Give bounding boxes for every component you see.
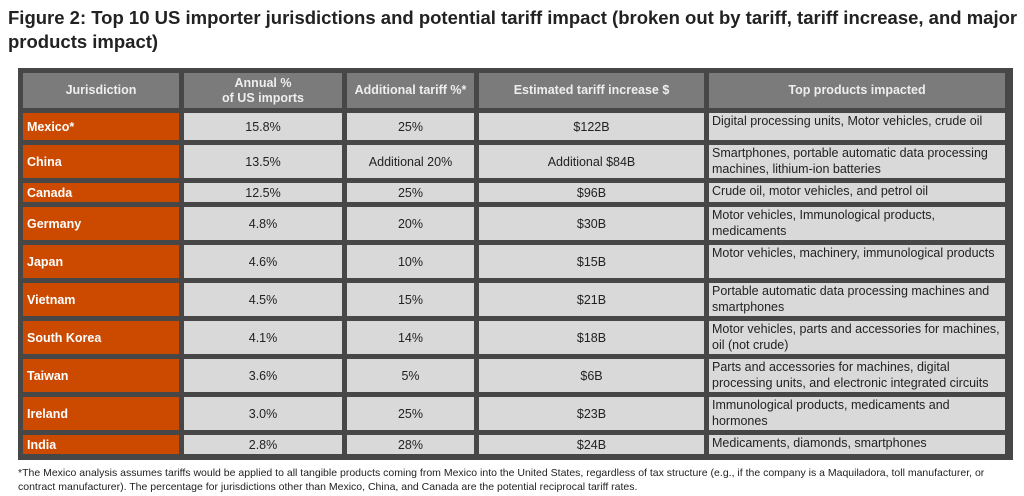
- cell-annual-imports: 12.5%: [184, 183, 342, 202]
- cell-jurisdiction: Mexico*: [23, 113, 179, 140]
- cell-jurisdiction: South Korea: [23, 321, 179, 354]
- cell-jurisdiction: Vietnam: [23, 283, 179, 316]
- cell-additional-tariff: 25%: [347, 183, 474, 202]
- cell-jurisdiction: Taiwan: [23, 359, 179, 392]
- cell-top-products: Motor vehicles, parts and accessories fo…: [709, 321, 1005, 354]
- cell-additional-tariff: 14%: [347, 321, 474, 354]
- cell-top-products: Smartphones, portable automatic data pro…: [709, 145, 1005, 178]
- cell-annual-imports: 2.8%: [184, 435, 342, 454]
- cell-tariff-increase: $122B: [479, 113, 704, 140]
- cell-annual-imports: 3.0%: [184, 397, 342, 430]
- cell-annual-imports: 4.8%: [184, 207, 342, 240]
- cell-additional-tariff: Additional 20%: [347, 145, 474, 178]
- cell-additional-tariff: 20%: [347, 207, 474, 240]
- cell-top-products: Medicaments, diamonds, smartphones: [709, 435, 1005, 454]
- cell-annual-imports: 13.5%: [184, 145, 342, 178]
- cell-annual-imports: 4.1%: [184, 321, 342, 354]
- cell-top-products: Portable automatic data processing machi…: [709, 283, 1005, 316]
- cell-top-products: Motor vehicles, Immunological products, …: [709, 207, 1005, 240]
- tariff-table: Jurisdiction Annual % of US imports Additi…: [18, 68, 1013, 460]
- cell-additional-tariff: 28%: [347, 435, 474, 454]
- cell-tariff-increase: $96B: [479, 183, 704, 202]
- header-additional-tariff: Additional tariff %*: [347, 73, 474, 108]
- cell-top-products: Immunological products, medicaments and …: [709, 397, 1005, 430]
- cell-jurisdiction: Ireland: [23, 397, 179, 430]
- cell-tariff-increase: $21B: [479, 283, 704, 316]
- header-tariff-increase: Estimated tariff increase $: [479, 73, 704, 108]
- figure-title: Figure 2: Top 10 US importer jurisdictio…: [8, 7, 1018, 52]
- cell-jurisdiction: China: [23, 145, 179, 178]
- cell-additional-tariff: 15%: [347, 283, 474, 316]
- cell-jurisdiction: Germany: [23, 207, 179, 240]
- cell-tariff-increase: $24B: [479, 435, 704, 454]
- cell-tariff-increase: $23B: [479, 397, 704, 430]
- footnote: *The Mexico analysis assumes tariffs wou…: [18, 467, 985, 493]
- cell-annual-imports: 15.8%: [184, 113, 342, 140]
- cell-top-products: Motor vehicles, machinery, immunological…: [709, 245, 1005, 278]
- cell-jurisdiction: India: [23, 435, 179, 454]
- cell-annual-imports: 4.6%: [184, 245, 342, 278]
- cell-top-products: Parts and accessories for machines, digi…: [709, 359, 1005, 392]
- cell-additional-tariff: 25%: [347, 113, 474, 140]
- cell-tariff-increase: $15B: [479, 245, 704, 278]
- cell-jurisdiction: Japan: [23, 245, 179, 278]
- cell-tariff-increase: $18B: [479, 321, 704, 354]
- cell-additional-tariff: 5%: [347, 359, 474, 392]
- cell-top-products: Crude oil, motor vehicles, and petrol oi…: [709, 183, 1005, 202]
- cell-tariff-increase: Additional $84B: [479, 145, 704, 178]
- header-top-products: Top products impacted: [709, 73, 1005, 108]
- cell-tariff-increase: $6B: [479, 359, 704, 392]
- cell-jurisdiction: Canada: [23, 183, 179, 202]
- cell-annual-imports: 3.6%: [184, 359, 342, 392]
- cell-top-products: Digital processing units, Motor vehicles…: [709, 113, 1005, 140]
- header-annual-imports: Annual % of US imports: [184, 73, 342, 108]
- cell-annual-imports: 4.5%: [184, 283, 342, 316]
- header-jurisdiction: Jurisdiction: [23, 73, 179, 108]
- cell-additional-tariff: 10%: [347, 245, 474, 278]
- cell-additional-tariff: 25%: [347, 397, 474, 430]
- cell-tariff-increase: $30B: [479, 207, 704, 240]
